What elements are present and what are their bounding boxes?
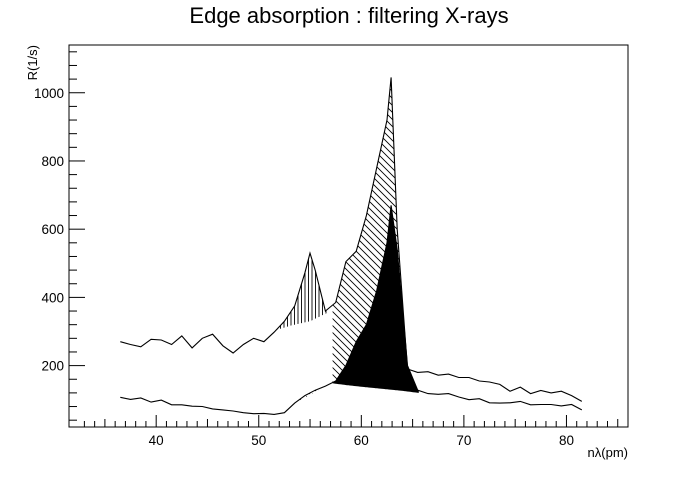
- chart-title: Edge absorption : filtering X-rays: [189, 3, 508, 28]
- fill-layer: [274, 80, 419, 401]
- x-axis-label: nλ(pm): [588, 445, 628, 460]
- y-tick-label: 800: [41, 154, 64, 169]
- x-tick-label: 60: [354, 433, 369, 448]
- x-tick-label: 40: [149, 433, 164, 448]
- y-tick-label: 200: [41, 359, 64, 374]
- y-tick-label: 600: [41, 222, 64, 237]
- y-axis: 200 400 600 800 1000: [34, 52, 85, 420]
- x-tick-label: 70: [456, 433, 471, 448]
- x-axis: 40 50 60 70 80: [84, 415, 617, 448]
- y-tick-label: 1000: [34, 86, 64, 101]
- y-tick-label: 400: [41, 290, 64, 305]
- x-tick-label: 80: [559, 433, 574, 448]
- peak-hatch-vertical: [274, 254, 327, 332]
- y-axis-label: R(1/s): [25, 45, 40, 80]
- x-tick-label: 50: [251, 433, 266, 448]
